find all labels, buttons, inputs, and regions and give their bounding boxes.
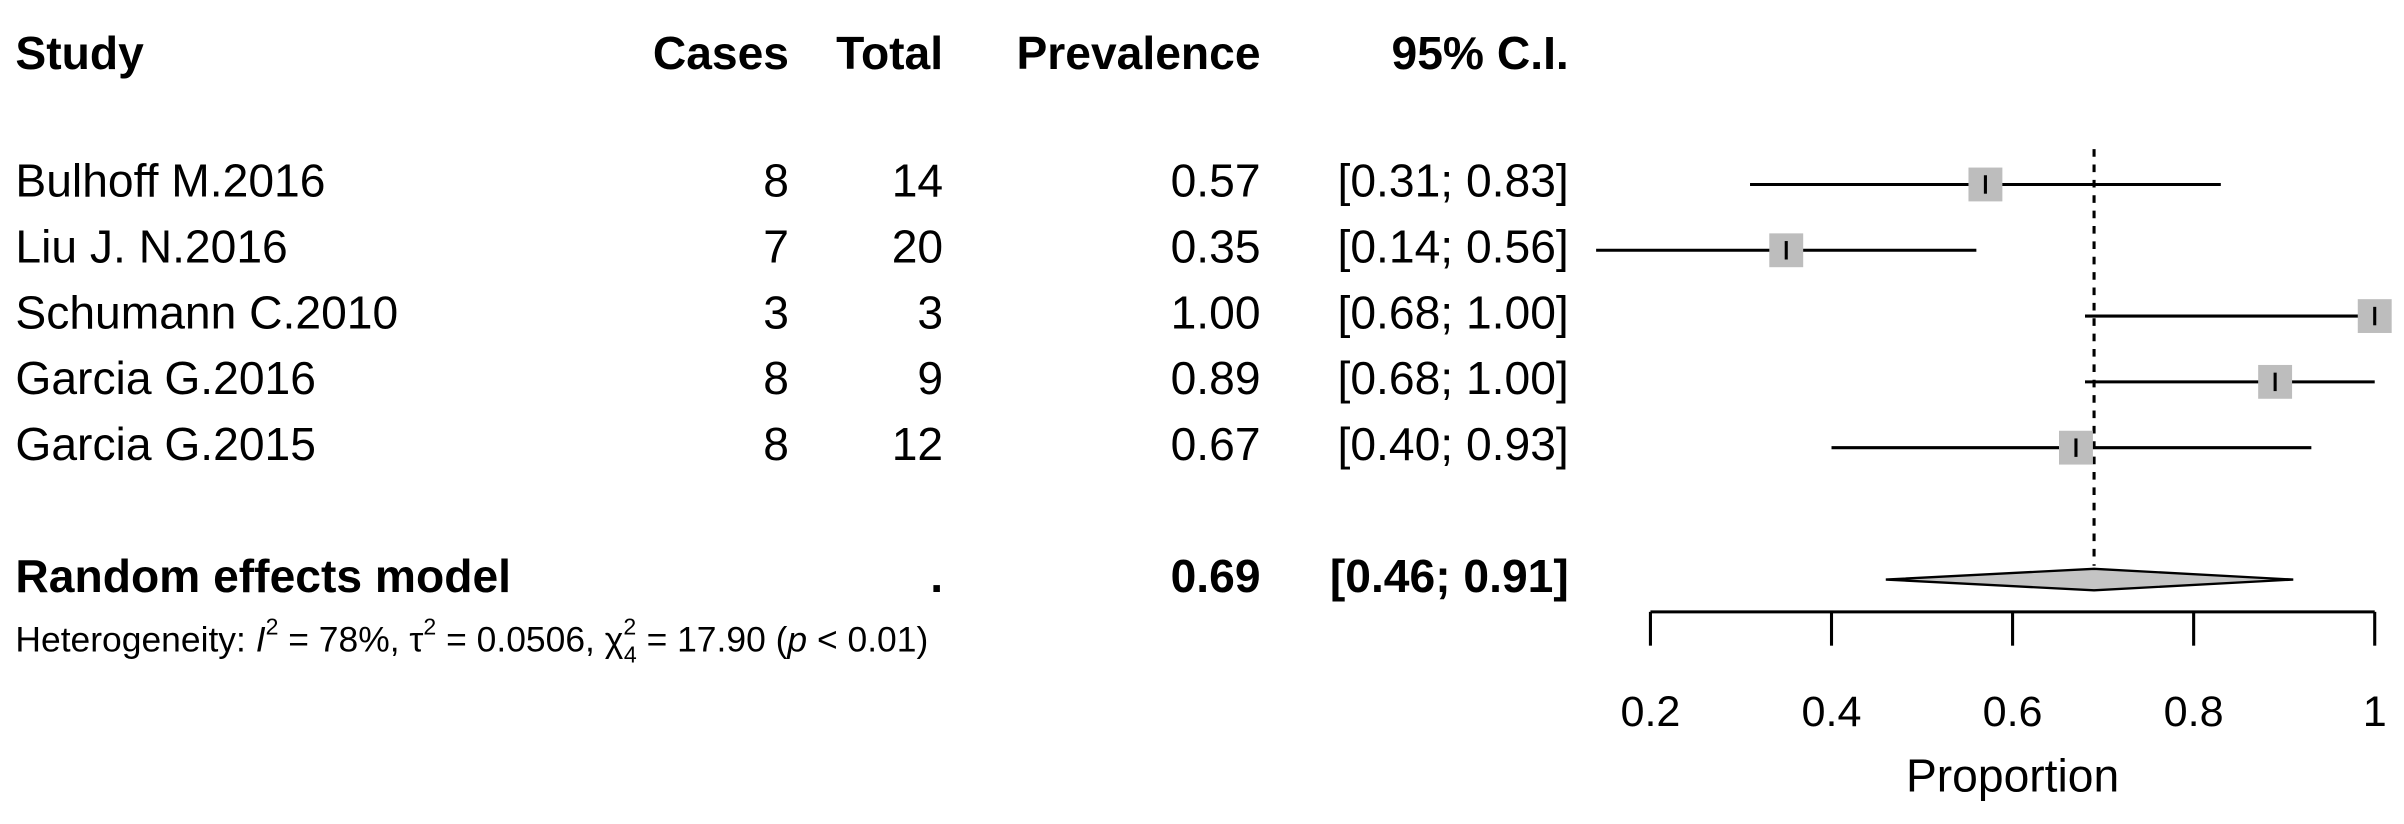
ci-label: [0.31; 0.83]: [1338, 155, 1569, 207]
summary-diamond: [1885, 567, 2294, 592]
ci-label: [0.68; 1.00]: [1338, 352, 1569, 404]
cases: 3: [763, 286, 789, 338]
ci-label: [0.40; 0.93]: [1338, 418, 1569, 470]
heterogeneity-part: 2: [623, 614, 636, 640]
ci-label: [0.14; 0.56]: [1338, 221, 1569, 273]
x-tick-label: 0.2: [1620, 688, 1680, 736]
prevalence: 1.00: [1171, 286, 1261, 338]
prevalence: 0.67: [1171, 418, 1261, 470]
heterogeneity-part: = 0.0506, χ: [436, 620, 623, 660]
x-tick-label: 1: [2363, 688, 2387, 736]
heterogeneity-part: Heterogeneity:: [15, 620, 255, 660]
total: 20: [892, 221, 943, 273]
prevalence: 0.57: [1171, 155, 1261, 207]
study-name: Schumann C.2010: [15, 286, 398, 338]
header-prevalence: Prevalence: [1016, 27, 1260, 79]
total: 3: [917, 286, 943, 338]
study-name: Garcia G.2015: [15, 418, 316, 470]
header-total: Total: [836, 27, 943, 79]
x-tick-label: 0.4: [1802, 688, 1862, 736]
x-axis-label: Proportion: [1906, 750, 2119, 802]
header-study: Study: [15, 27, 144, 79]
cases: 8: [763, 155, 789, 207]
total: 12: [892, 418, 943, 470]
study-name: Garcia G.2016: [15, 352, 316, 404]
prevalence: 0.89: [1171, 352, 1261, 404]
ci-label: [0.68; 1.00]: [1338, 286, 1569, 338]
summary-name: Random effects model: [15, 550, 511, 602]
cases: 7: [763, 221, 789, 273]
heterogeneity-part: = 17.90 (: [637, 620, 788, 660]
heterogeneity-part: 4: [624, 642, 637, 668]
heterogeneity-part: p: [786, 620, 807, 660]
heterogeneity-part: 2: [266, 614, 279, 640]
heterogeneity-part: < 0.01): [807, 620, 928, 660]
heterogeneity-part: = 78%, τ: [278, 620, 423, 660]
total: 14: [892, 155, 943, 207]
x-tick-label: 0.8: [2164, 688, 2224, 736]
cases: 8: [763, 352, 789, 404]
heterogeneity: Heterogeneity: I2 = 78%, τ2 = 0.0506, χ2…: [15, 614, 928, 668]
summary-value: 0.69: [1171, 550, 1261, 602]
header-ci: 95% C.I.: [1392, 27, 1569, 79]
total: 9: [917, 352, 943, 404]
summary-total: .: [930, 550, 943, 602]
x-tick-label: 0.6: [1983, 688, 2043, 736]
summary-ci: [0.46; 0.91]: [1330, 550, 1569, 602]
heterogeneity-part: 2: [423, 614, 436, 640]
prevalence: 0.35: [1171, 221, 1261, 273]
study-name: Bulhoff M.2016: [15, 155, 325, 207]
header-cases: Cases: [653, 27, 789, 79]
study-name: Liu J. N.2016: [15, 221, 287, 273]
cases: 8: [763, 418, 789, 470]
heterogeneity-part: I: [256, 620, 266, 660]
